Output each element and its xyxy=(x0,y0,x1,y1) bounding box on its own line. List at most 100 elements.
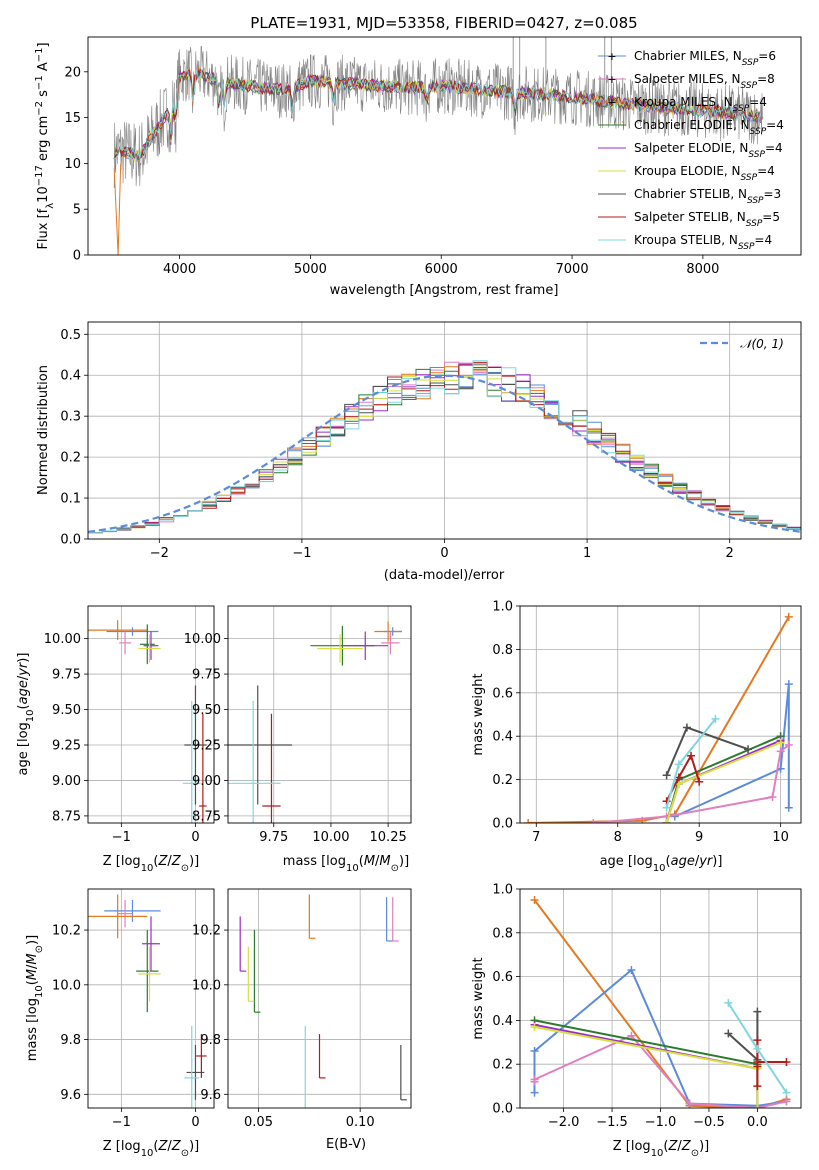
y-tick-label: 1.0 xyxy=(492,600,513,615)
y-tick-label: 0.2 xyxy=(492,773,513,788)
y-tick-label: 0.8 xyxy=(492,926,513,941)
legend-label: Salpeter ELODIE, NSSP=4 xyxy=(634,141,783,160)
axes-frame xyxy=(87,605,215,824)
legend-label: Kroupa ELODIE, NSSP=4 xyxy=(634,164,775,183)
plot-area-age-vs-Z xyxy=(88,620,207,823)
y-axis-label: mass weight xyxy=(471,673,486,755)
x-axis-label: mass [log10(M/M⊙)] xyxy=(283,854,409,874)
errorbar-salpeter-miles xyxy=(117,899,133,928)
y-axis-label: Flux [fλ10−17 erg cm−2 s−1 A−1] xyxy=(34,42,56,249)
x-tick-label: 10 xyxy=(772,830,789,845)
y-tick-label: 9.75 xyxy=(192,668,221,683)
y-tick-label: 0.8 xyxy=(492,643,513,658)
weights-marker xyxy=(753,1007,762,1016)
plot-area-spectrum xyxy=(113,37,764,255)
y-tick-label: 9.6 xyxy=(60,1088,81,1103)
y-tick-label: 0.5 xyxy=(60,328,81,343)
errorbar-salpeter-miles xyxy=(392,897,399,942)
axes-frame xyxy=(87,36,802,256)
panel-age-vs-mass: 9.75 10.00 10.25 8.75 9.00 9.25 9.50 9.75 10.00 m… xyxy=(184,605,412,874)
y-tick-label: 0.0 xyxy=(492,1102,513,1117)
legend-label: Kroupa MILES, NSSP=4 xyxy=(634,95,767,114)
x-axis-label: (data-model)/error xyxy=(384,568,505,583)
weights-marker xyxy=(530,1088,539,1097)
y-tick-label: 1.0 xyxy=(492,883,513,898)
errorbar-kroupa-stelib xyxy=(184,1025,200,1108)
errorbar-chabrier-stelib xyxy=(400,1045,407,1101)
weights-marker xyxy=(524,819,533,823)
weights-marker xyxy=(685,1099,694,1108)
weights-marker xyxy=(662,803,671,812)
weights-marker xyxy=(782,1088,791,1097)
legend-label: Salpeter MILES, NSSP=8 xyxy=(634,72,775,91)
x-tick-label: −2.0 xyxy=(548,1115,580,1130)
x-tick-label: −1 xyxy=(112,1115,131,1130)
y-tick-label: 15 xyxy=(64,111,81,126)
y-tick-label: 10.2 xyxy=(192,924,221,939)
x-tick-label: 0 xyxy=(440,546,448,561)
panel-residuals: −2 −1 0 1 2 0.0 0.1 0.2 0.3 0.4 0.5 𝒩(0, 1) (data-mo… xyxy=(36,321,802,583)
errorbar-salpeter-elodie xyxy=(143,631,159,660)
weights-marker xyxy=(753,1044,762,1053)
axes-frame xyxy=(519,888,802,1109)
panel-spectrum: 4000 5000 6000 7000 8000 0 5 10 15 20 wavelength [… xyxy=(34,36,802,298)
x-tick-label: 2 xyxy=(726,546,734,561)
weights-marker xyxy=(589,819,598,823)
weights-marker xyxy=(784,803,793,812)
weights-marker xyxy=(711,714,720,723)
model-dropout xyxy=(168,112,174,125)
legend-label: 𝒩(0, 1) xyxy=(740,337,784,351)
y-axis-label: age [log10(age/yr)] xyxy=(16,653,36,776)
legend-label: Salpeter STELIB, NSSP=5 xyxy=(634,210,780,229)
errorbar-kroupa-elodie xyxy=(138,634,161,663)
errorbar-chabrier-elodie xyxy=(139,624,155,665)
x-tick-label: 7 xyxy=(532,830,540,845)
weights-marker xyxy=(753,1082,762,1091)
panel-age-vs-Z: −1 0 8.75 9.00 9.25 9.50 9.75 10.00 Z [log10(Z/Z… xyxy=(16,605,215,874)
errorbar-kroupa-stelib xyxy=(228,701,281,823)
y-axis-label: mass weight xyxy=(471,957,486,1039)
x-tick-label: 0 xyxy=(191,1115,199,1130)
errorbar-salpeter-miles xyxy=(119,631,131,655)
legend: + Chabrier MILES, NSSP=6 + Salpeter MILES, … xyxy=(598,49,784,252)
y-tick-label: 10.0 xyxy=(52,978,81,993)
x-axis-label: Z [log10(Z/Z⊙)] xyxy=(103,854,200,874)
panel-mass-vs-ebv: 0.05 0.10 9.6 9.8 10.0 10.2 E(B-V) xyxy=(192,888,412,1152)
weights-kroupa-stelib xyxy=(662,714,720,812)
y-tick-label: 0.6 xyxy=(492,970,513,985)
x-tick-label: −1.5 xyxy=(596,1115,628,1130)
axes-frame xyxy=(227,888,412,1109)
errorbar-chabrier-miles xyxy=(386,897,393,942)
x-tick-label: 0 xyxy=(191,830,199,845)
y-tick-label: 0.2 xyxy=(60,451,81,466)
weights-marker xyxy=(776,747,785,756)
errorbar-kroupa-stelib xyxy=(182,701,201,823)
y-axis-label: Normed distribution xyxy=(36,365,51,495)
weights-marker xyxy=(662,819,671,823)
errorbar-chabrier-elodie xyxy=(253,930,261,1013)
y-tick-label: 9.25 xyxy=(52,738,81,753)
y-tick-label: 0.2 xyxy=(492,1058,513,1073)
errorbar-kroupa-miles xyxy=(308,894,316,939)
y-tick-label: 0.4 xyxy=(60,369,81,384)
y-tick-label: 10.00 xyxy=(184,632,221,647)
y-tick-label: 10 xyxy=(64,157,81,172)
errorbar-kroupa-elodie xyxy=(138,946,161,1002)
axes-frame xyxy=(87,321,802,540)
y-tick-label: 9.50 xyxy=(192,703,221,718)
weights-marker xyxy=(682,723,691,732)
y-tick-label: 8.75 xyxy=(192,809,221,824)
weights-marker xyxy=(776,738,785,747)
weights-line xyxy=(533,968,787,1107)
weights-kroupa-stelib xyxy=(724,998,791,1097)
legend-label: Kroupa STELIB, NSSP=4 xyxy=(634,233,772,252)
x-axis-label: E(B-V) xyxy=(326,1137,366,1152)
y-tick-label: 0.6 xyxy=(492,686,513,701)
errorbar-kroupa-miles xyxy=(374,621,402,642)
x-tick-label: 5000 xyxy=(294,262,327,277)
errorbar-kroupa-miles xyxy=(88,894,148,939)
weights-marker xyxy=(784,612,793,621)
x-axis-label: Z [log10(Z/Z⊙)] xyxy=(103,1139,200,1159)
weights-marker xyxy=(753,1036,762,1045)
legend-label: Chabrier MILES, NSSP=6 xyxy=(634,49,776,68)
